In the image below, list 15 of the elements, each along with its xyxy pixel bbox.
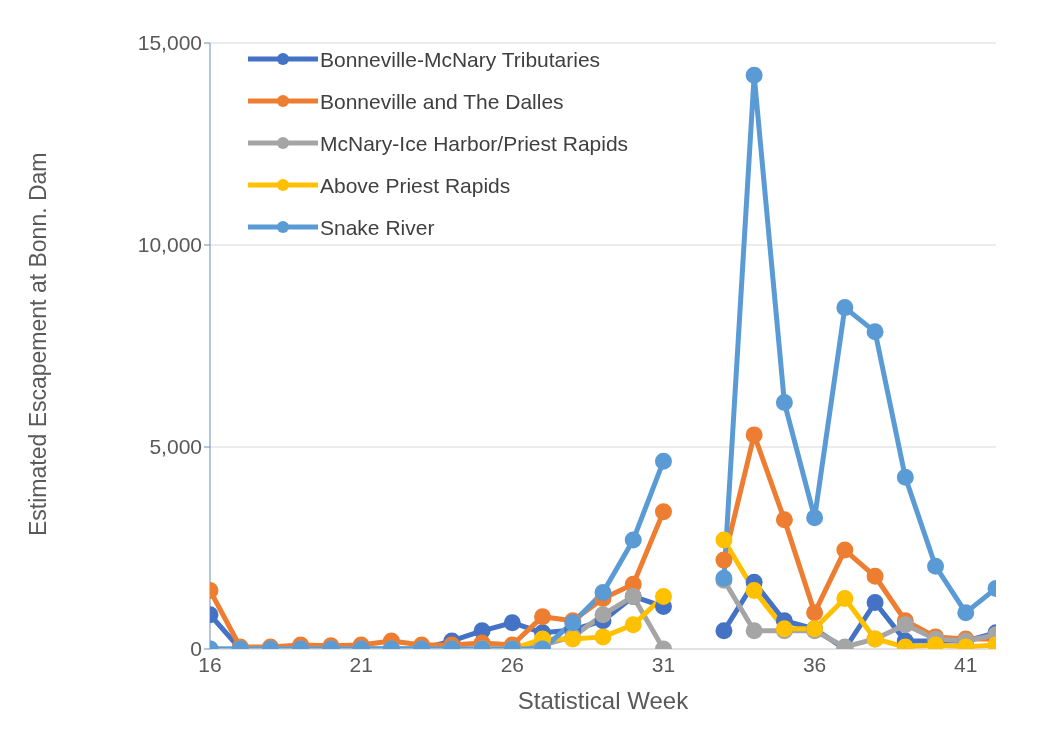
y-tick-label: 10,000 <box>137 233 202 257</box>
legend-label: Bonneville and The Dalles <box>320 89 564 115</box>
x-tick-label: 36 <box>802 652 827 676</box>
x-tick-label: 41 <box>954 652 978 676</box>
y-axis-title: Estimated Escapement at Bonn. Dam <box>25 152 52 536</box>
legend-label: Above Priest Rapids <box>320 173 511 199</box>
x-tick-label: 31 <box>651 652 676 676</box>
y-tick-label: 5,000 <box>149 435 202 459</box>
x-tick-label: 26 <box>500 652 524 676</box>
legend-label: Snake River <box>320 215 435 241</box>
legend-label: McNary-Ice Harbor/Priest Rapids <box>320 131 629 157</box>
x-axis-title: Statistical Week <box>517 687 690 714</box>
y-tick-label: 15,000 <box>137 31 202 55</box>
x-tick-label: 21 <box>349 652 373 676</box>
legend-label: Bonneville-McNary Tributaries <box>320 47 601 73</box>
